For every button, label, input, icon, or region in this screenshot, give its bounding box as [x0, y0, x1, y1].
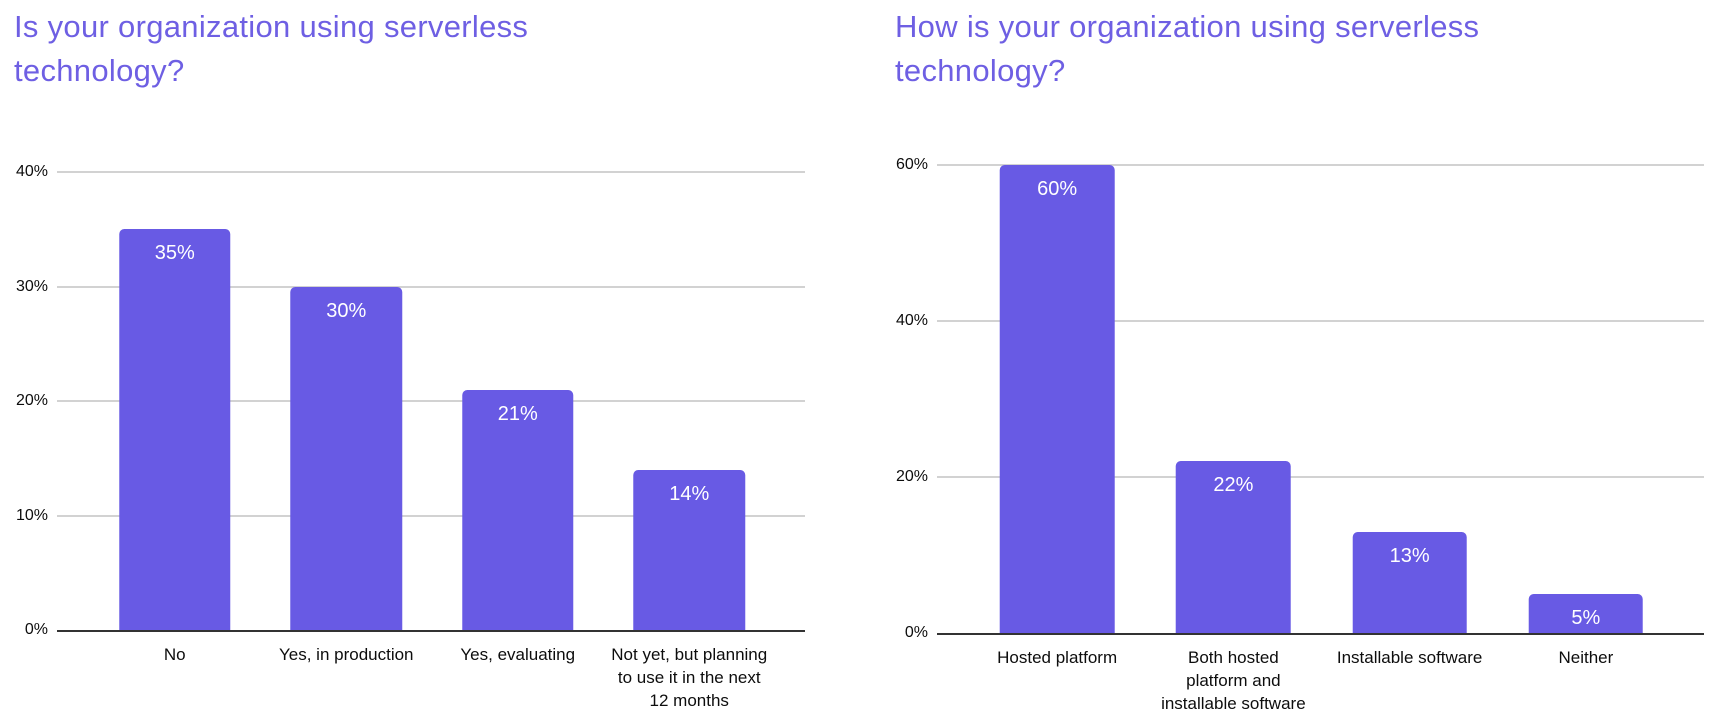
y-axis-tick-label: 40%: [895, 311, 928, 329]
y-axis-tick-label: 0%: [24, 621, 48, 638]
y-axis-tick-label: 0%: [904, 624, 928, 641]
bar-value-label: 14%: [669, 482, 710, 505]
gridline: [57, 514, 805, 517]
x-axis-line: [937, 633, 1704, 635]
bars-group: 35% 30% 21% 14%: [89, 172, 775, 630]
bar-value-label: 13%: [1389, 544, 1430, 567]
gridline: [57, 171, 805, 173]
y-axis-tick-label: 10%: [15, 506, 48, 524]
bar-value-label: 30%: [326, 299, 367, 322]
bar-slot: 22%: [1145, 165, 1321, 633]
x-axis-category-label: Both hosted platform and installable sof…: [1161, 648, 1306, 713]
x-axis-category-label: Yes, evaluating: [460, 645, 576, 664]
bar: 35%: [119, 229, 231, 630]
gridline: [57, 400, 805, 402]
bar: 5%: [1528, 594, 1644, 633]
bar-value-label: 21%: [497, 402, 538, 425]
plot-area: 0% 10% 20% 30% 40% 35% 30% 21% 14% No Yes, in prod…: [16, 163, 805, 710]
bar: 21%: [462, 389, 574, 630]
bar-slot: 14%: [604, 172, 776, 630]
bar-slot: 5%: [1498, 165, 1674, 633]
bar-value-label: 35%: [154, 242, 195, 265]
x-axis-category-label: Yes, in production: [278, 645, 414, 664]
bar: 30%: [290, 286, 402, 630]
x-axis-category-label: Not yet, but planning to use it in the n…: [611, 645, 768, 710]
bar: 14%: [633, 469, 745, 630]
x-axis-line: [57, 630, 805, 632]
bars-group: 60% 22% 13% 5%: [969, 165, 1674, 633]
chart-title: Is your organization using serverless te…: [14, 9, 529, 88]
bar: 60%: [999, 165, 1115, 633]
y-axis-tick-label: 20%: [895, 467, 928, 485]
bar-value-label: 5%: [1571, 607, 1601, 630]
bar: 22%: [1176, 461, 1291, 633]
x-axis-category-label: Hosted platform: [997, 648, 1118, 667]
bar-slot: 30%: [261, 172, 433, 630]
bar-slot: 35%: [89, 172, 261, 630]
y-axis-tick-label: 40%: [15, 163, 48, 180]
y-axis-tick-label: 60%: [895, 156, 928, 173]
bar-value-label: 22%: [1213, 474, 1254, 497]
plot-area: 0% 20% 40% 60% 60% 22% 13% 5% Hosted platform Bot…: [896, 156, 1704, 713]
bar-slot: 21%: [432, 172, 604, 630]
bar: 13%: [1352, 531, 1467, 633]
chart-how-org-using-serverless: How is your organization using serverles…: [860, 0, 1720, 720]
gridline: [57, 285, 805, 288]
x-axis-category-label: No: [163, 645, 186, 664]
chart-title: How is your organization using serverles…: [895, 9, 1480, 88]
y-axis-tick-label: 30%: [15, 277, 48, 295]
y-axis-tick-label: 20%: [15, 392, 48, 409]
x-axis-category-label: Neither: [1558, 648, 1614, 667]
bar-value-label: 60%: [1037, 178, 1078, 200]
x-axis-labels: Hosted platform Both hosted platform and …: [969, 646, 1674, 715]
bar-slot: 13%: [1322, 165, 1498, 633]
chart-is-org-using-serverless: Is your organization using serverless te…: [14, 9, 805, 710]
gridline: [937, 476, 1704, 479]
x-axis-labels: No Yes, in production Yes, evaluating Not y…: [89, 643, 775, 712]
bar-slot: 60%: [969, 165, 1145, 633]
gridline: [937, 164, 1704, 166]
x-axis-category-label: Installable software: [1336, 648, 1483, 667]
gridline: [937, 320, 1704, 323]
